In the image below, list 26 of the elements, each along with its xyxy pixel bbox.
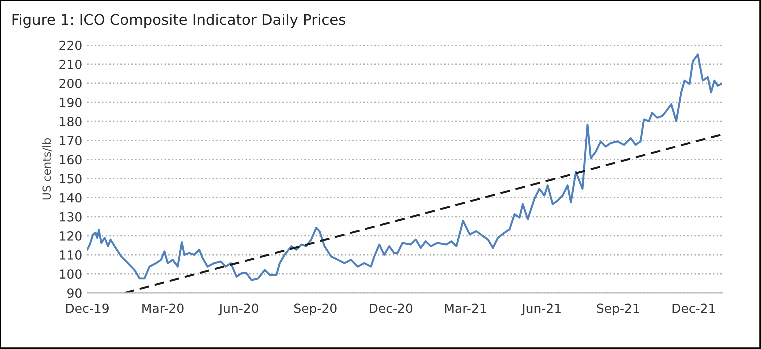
y-axis-title: US cents/lb (42, 138, 52, 200)
y-tick-label: 100 (60, 270, 82, 280)
y-tick-label: 90 (68, 288, 82, 298)
y-tick-label: 140 (60, 193, 82, 203)
chart-title: Figure 1: ICO Composite Indicator Daily Prices (12, 14, 346, 28)
x-tick-label: Dec-19 (66, 304, 109, 314)
x-tick-label: Mar-21 (445, 304, 486, 314)
x-tick-label: Sep-21 (597, 304, 640, 316)
x-tick-label: Jun-21 (521, 304, 561, 316)
y-tick-label: 160 (60, 155, 82, 165)
y-tick-label: 210 (60, 60, 82, 70)
y-tick-label: 120 (60, 231, 82, 241)
x-tick-label: Sep-20 (294, 304, 337, 316)
y-tick-label: 110 (60, 250, 82, 260)
x-tick-label: Dec-20 (370, 304, 413, 314)
y-tick-label: 220 (60, 40, 82, 50)
y-tick-label: 190 (60, 98, 82, 108)
y-tick-label: 170 (60, 136, 82, 146)
x-tick-label: Jun-20 (218, 304, 258, 316)
y-tick-label: 130 (60, 212, 82, 222)
x-tick-label: Dec-21 (672, 304, 716, 314)
y-tick-label: 180 (60, 117, 82, 127)
y-tick-label: 150 (60, 174, 82, 184)
line-series (88, 54, 722, 282)
x-tick-label: Mar-20 (142, 304, 184, 314)
y-tick-label: 200 (60, 78, 82, 88)
